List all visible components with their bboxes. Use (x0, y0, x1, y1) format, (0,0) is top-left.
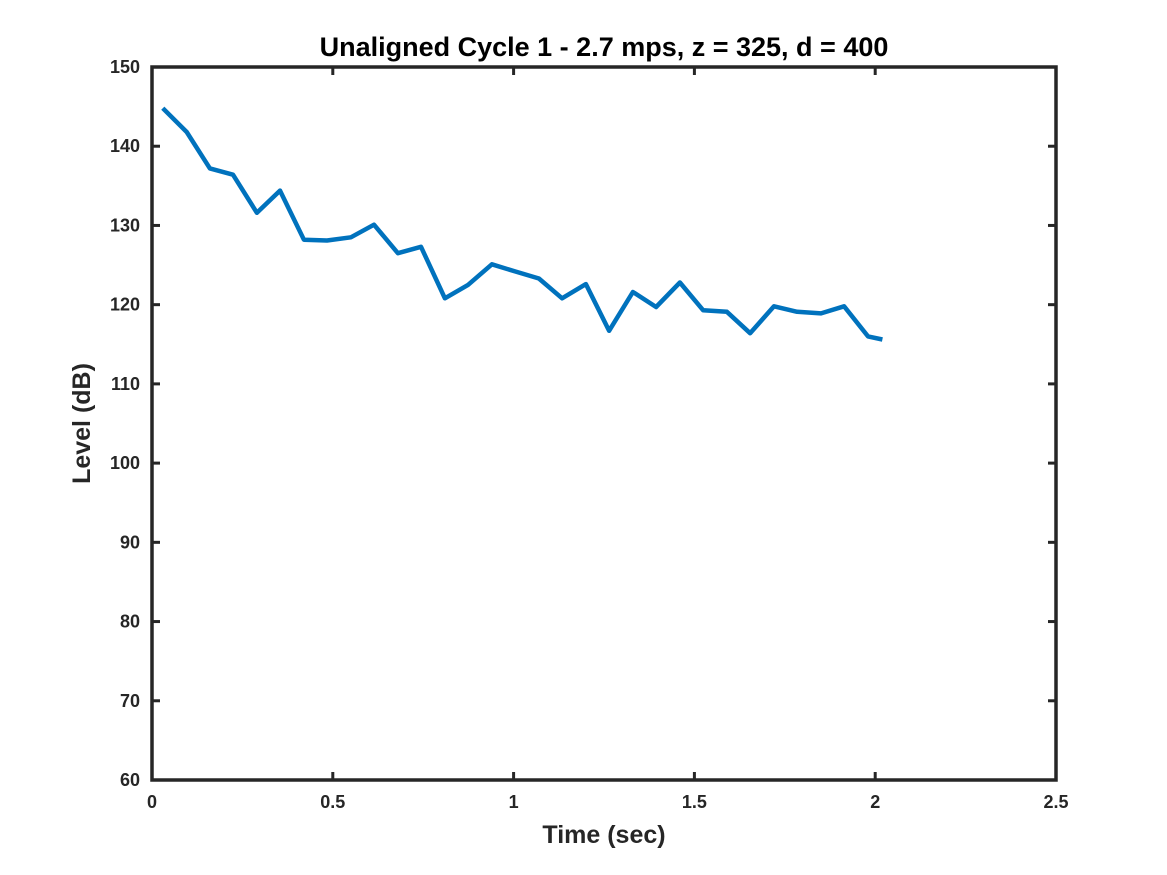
x-axis-label: Time (sec) (542, 821, 665, 849)
x-tick-label: 1 (509, 792, 519, 812)
y-tick-label: 130 (110, 215, 140, 235)
y-tick-label: 110 (111, 374, 140, 394)
y-tick-label: 140 (110, 136, 140, 156)
x-tick-label: 2 (870, 792, 880, 812)
y-tick-label: 90 (120, 532, 140, 552)
y-tick-label: 120 (110, 295, 140, 315)
x-tick-label: 2.5 (1043, 792, 1068, 812)
y-tick-label: 150 (110, 57, 140, 77)
plot-background (152, 67, 1056, 780)
y-tick-labels: 60 70 80 90 100 110 120 130 140 150 (110, 57, 140, 790)
y-tick-label: 100 (110, 453, 140, 473)
x-tick-label: 0.5 (320, 792, 345, 812)
y-tick-label: 60 (120, 770, 140, 790)
series-line (161, 106, 883, 342)
plot-frame (150, 65, 1058, 782)
series-layer (161, 106, 883, 342)
x-tick-labels: 0 0.5 1 1.5 2 2.5 (147, 792, 1069, 812)
chart-title: Unaligned Cycle 1 - 2.7 mps, z = 325, d … (320, 32, 889, 62)
y-axis-label: Level (dB) (68, 363, 96, 484)
x-tick-label: 0 (147, 792, 157, 812)
y-tick-label: 70 (120, 691, 140, 711)
y-tick-label: 80 (120, 612, 140, 632)
x-tick-label: 1.5 (682, 792, 707, 812)
